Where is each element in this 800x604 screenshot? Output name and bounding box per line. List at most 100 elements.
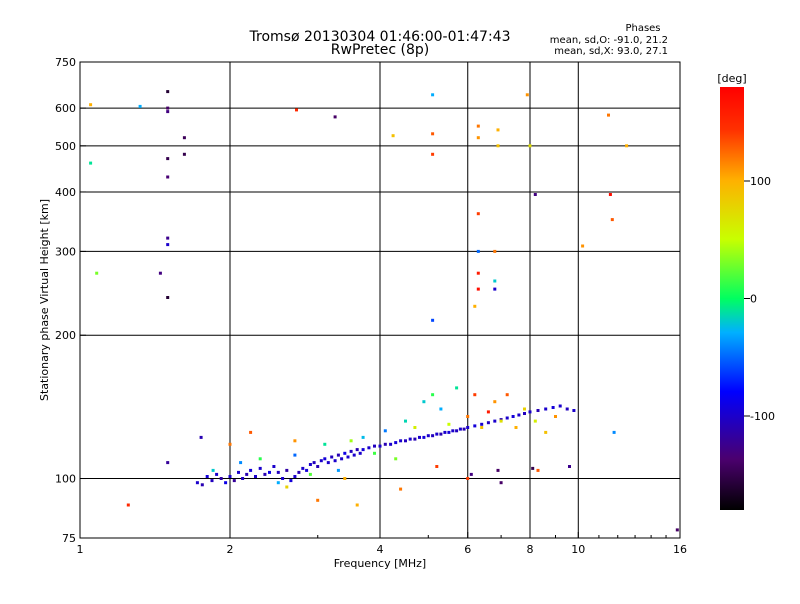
- data-point-96: [413, 426, 417, 429]
- data-point-125: [138, 104, 142, 108]
- data-point-144: [476, 136, 480, 140]
- data-point-36: [343, 451, 347, 455]
- data-point-166: [126, 503, 130, 507]
- data-point-133: [182, 136, 186, 140]
- data-point-168: [199, 435, 203, 439]
- data-point-12: [249, 468, 253, 472]
- data-point-161: [608, 193, 612, 196]
- data-point-147: [525, 93, 529, 97]
- data-point-15: [263, 472, 267, 476]
- data-point-60: [447, 430, 451, 434]
- data-point-5: [219, 477, 223, 480]
- data-point-115: [343, 477, 347, 480]
- data-point-155: [493, 287, 497, 291]
- data-point-104: [480, 426, 484, 429]
- data-point-126: [166, 90, 170, 94]
- data-point-61: [451, 429, 455, 433]
- colorbar-tick-label-0: 100: [750, 175, 771, 188]
- x-tick-label-2: 4: [377, 543, 384, 556]
- data-point-145: [496, 128, 500, 132]
- data-point-67: [480, 422, 484, 426]
- data-point-54: [422, 435, 426, 439]
- data-point-14: [258, 466, 262, 470]
- data-point-143: [476, 124, 480, 128]
- y-axis-label: Stationary phase Virtual Height [km]: [38, 199, 51, 401]
- data-point-32: [330, 455, 334, 459]
- data-point-78: [551, 406, 555, 409]
- data-point-30: [323, 457, 327, 461]
- data-point-105: [486, 410, 490, 414]
- data-point-50: [404, 439, 407, 443]
- data-point-175: [499, 481, 503, 485]
- data-point-76: [536, 409, 540, 412]
- data-point-37: [346, 455, 350, 459]
- data-point-35: [340, 457, 344, 461]
- data-point-8: [232, 479, 236, 483]
- data-point-52: [413, 437, 417, 441]
- data-point-9: [237, 470, 240, 474]
- data-point-108: [505, 393, 509, 397]
- data-point-174: [466, 477, 470, 480]
- data-point-119: [496, 468, 500, 472]
- data-point-131: [166, 236, 170, 240]
- data-point-71: [505, 416, 509, 420]
- colorbar: [720, 87, 744, 510]
- data-point-146: [496, 144, 500, 148]
- chart-subtitle: RwPretec (8p): [331, 42, 429, 58]
- data-point-22: [293, 475, 297, 478]
- data-point-86: [293, 453, 297, 457]
- x-tick-label-1: 2: [227, 543, 234, 556]
- data-point-53: [418, 435, 421, 439]
- data-point-46: [383, 442, 387, 446]
- phases-o-stats: mean, sd,O: -91.0, 21.2: [550, 35, 668, 46]
- data-point-156: [476, 287, 480, 291]
- data-point-142: [431, 152, 435, 156]
- data-point-171: [293, 439, 297, 443]
- data-point-107: [499, 419, 503, 423]
- data-point-55: [426, 434, 430, 438]
- data-point-112: [544, 430, 548, 434]
- x-tick-label-4: 8: [527, 543, 534, 556]
- data-point-140: [431, 93, 435, 97]
- grid-lines: [80, 62, 680, 538]
- data-point-91: [361, 435, 365, 439]
- data-point-123: [89, 161, 93, 165]
- data-point-77: [544, 407, 548, 411]
- data-point-124: [95, 271, 99, 275]
- data-point-40: [355, 448, 359, 452]
- data-point-29: [319, 459, 323, 463]
- data-point-121: [568, 465, 571, 468]
- data-point-58: [439, 432, 443, 436]
- y-axis-ticks: 75 100 200 300 400 500 600 750: [55, 56, 86, 545]
- chart-title: Tromsø 20130304 01:46:00-01:47:43: [249, 29, 511, 45]
- data-point-24: [301, 466, 305, 470]
- data-point-41: [358, 451, 362, 455]
- data-point-129: [166, 157, 170, 161]
- data-point-163: [581, 244, 585, 248]
- data-point-158: [473, 304, 477, 308]
- data-point-160: [625, 144, 629, 148]
- data-point-152: [476, 249, 480, 253]
- data-point-149: [533, 193, 537, 196]
- data-point-64: [462, 427, 466, 431]
- colorbar-ticks: 100 0 -100: [744, 175, 775, 423]
- y-tick-label-2: 200: [55, 329, 76, 342]
- data-point-170: [249, 430, 253, 434]
- colorbar-label: [deg]: [717, 72, 746, 85]
- data-point-169: [228, 442, 232, 446]
- data-point-118: [469, 472, 473, 476]
- data-point-3: [210, 479, 214, 483]
- data-point-92: [373, 451, 376, 455]
- data-point-6: [224, 481, 228, 485]
- data-point-1: [200, 483, 204, 487]
- data-point-117: [435, 465, 439, 468]
- data-point-176: [536, 468, 540, 472]
- data-point-16: [268, 470, 271, 474]
- y-tick-label-3: 300: [55, 245, 76, 258]
- data-point-34: [336, 453, 340, 457]
- data-point-31: [326, 461, 330, 465]
- data-point-128: [166, 110, 170, 114]
- data-point-114: [285, 485, 289, 489]
- data-point-43: [367, 446, 371, 450]
